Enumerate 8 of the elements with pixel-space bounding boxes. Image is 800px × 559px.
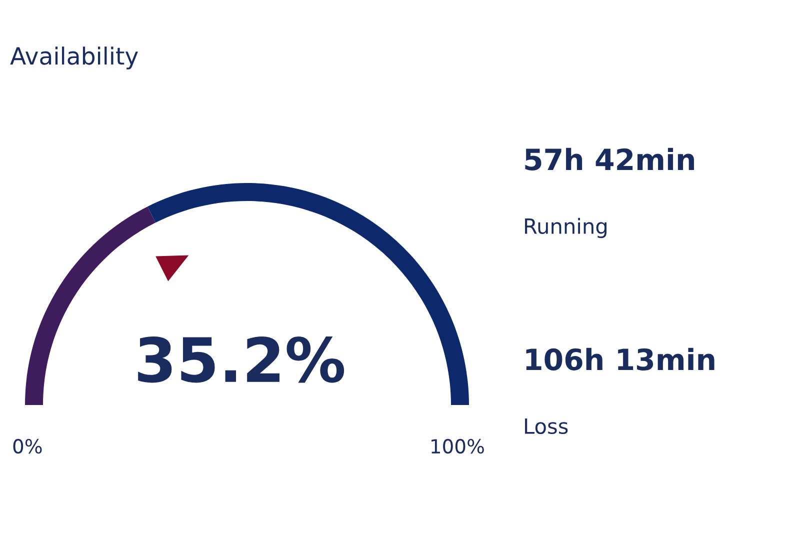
- text: Running: [525, 218, 606, 238]
- text: 106h 13min: [526, 348, 714, 370]
- text: 35.2%: [138, 336, 344, 383]
- text: 0%: [13, 438, 42, 454]
- text: Loss: [525, 418, 568, 434]
- chart-title: Availability: [10, 46, 138, 70]
- text: 100%: [432, 438, 484, 454]
- text: 57h 42min: [525, 148, 694, 170]
